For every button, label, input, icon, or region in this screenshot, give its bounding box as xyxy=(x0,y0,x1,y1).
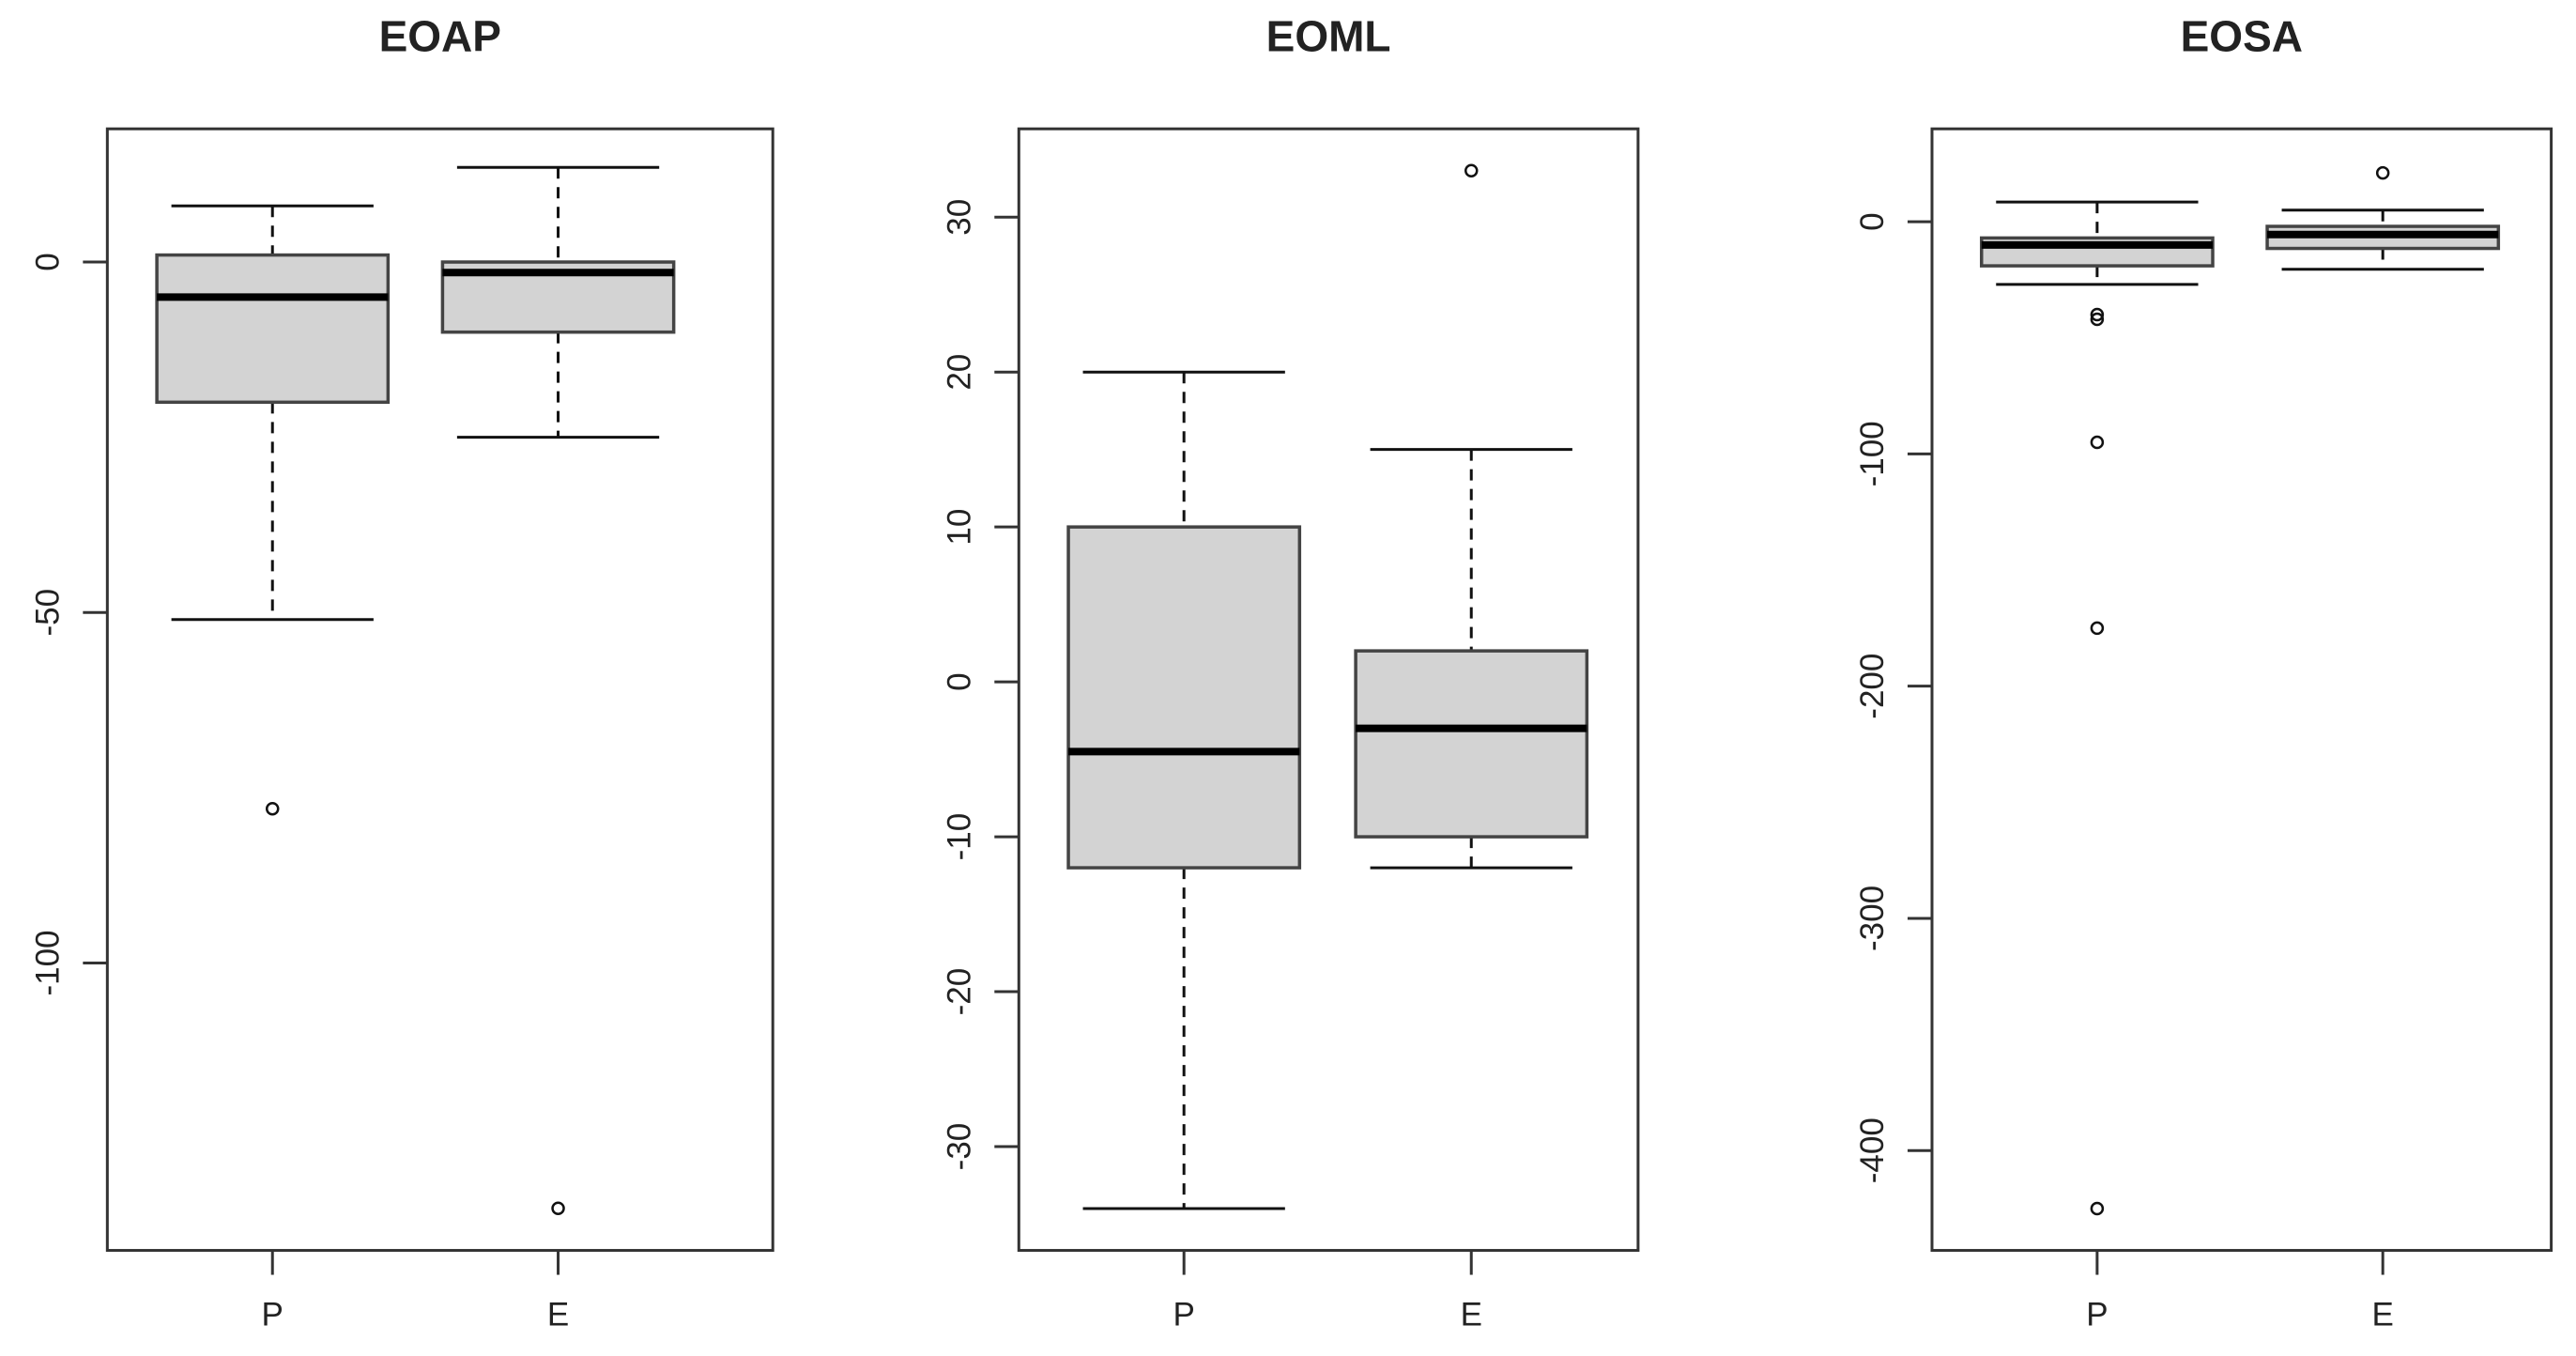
outlier-point xyxy=(1464,163,1479,177)
x-tick-label: P xyxy=(1173,1297,1195,1333)
y-tick-label: 20 xyxy=(941,354,977,391)
panel-eoap: EOAP 0 -50 -100 P E xyxy=(29,12,774,1333)
outlier-point xyxy=(2090,312,2105,327)
box-iqr xyxy=(1354,649,1589,839)
y-tick-label: -100 xyxy=(1854,421,1891,486)
y-tick-label: 30 xyxy=(941,199,977,236)
plot-frame xyxy=(105,127,774,1253)
y-tick-label: 0 xyxy=(941,672,977,690)
y-tick-label: 0 xyxy=(1854,212,1891,230)
box-iqr xyxy=(1066,525,1302,870)
y-tick-label: -400 xyxy=(1854,1117,1891,1183)
y-tick-label: -300 xyxy=(1854,886,1891,951)
outlier-point xyxy=(2090,307,2105,322)
x-tick-label: E xyxy=(547,1297,569,1333)
x-tick-label: E xyxy=(1461,1297,1482,1333)
chart-title: EOML xyxy=(1266,12,1391,61)
outlier-point xyxy=(2090,435,2105,450)
y-tick-label: -10 xyxy=(941,813,977,861)
y-tick-label: -20 xyxy=(941,968,977,1016)
outlier-point xyxy=(2090,621,2105,636)
box-e xyxy=(2265,165,2501,271)
box-e xyxy=(1354,163,1589,870)
outlier-point xyxy=(551,1201,565,1216)
x-tick-label: E xyxy=(2372,1297,2394,1333)
panel-eoml: EOML 30 20 10 0 -10 -20 -30 P E xyxy=(941,12,1640,1333)
y-tick-label: -50 xyxy=(29,589,66,637)
x-tick-label: P xyxy=(262,1297,284,1333)
box-p xyxy=(1980,200,2215,1216)
y-tick-label: -30 xyxy=(941,1123,977,1171)
y-tick-label: 0 xyxy=(29,253,66,270)
outlier-point xyxy=(2375,165,2390,180)
plot-frame xyxy=(1930,127,2553,1253)
y-tick-label: -100 xyxy=(29,930,66,995)
outlier-point xyxy=(265,802,280,816)
outlier-point xyxy=(2090,1201,2105,1216)
y-tick-label: 10 xyxy=(941,509,977,546)
chart-title: EOAP xyxy=(379,12,501,61)
chart-title: EOSA xyxy=(2181,12,2303,61)
box-p xyxy=(155,204,391,816)
box-p xyxy=(1066,370,1302,1210)
x-tick-label: P xyxy=(2086,1297,2108,1333)
plot-frame xyxy=(1017,127,1640,1253)
y-tick-label: -200 xyxy=(1854,654,1891,719)
panel-eosa: EOSA 0 -100 -200 -300 -400 P E xyxy=(1854,12,2553,1333)
box-e xyxy=(440,165,676,1216)
box-iqr xyxy=(155,253,391,405)
